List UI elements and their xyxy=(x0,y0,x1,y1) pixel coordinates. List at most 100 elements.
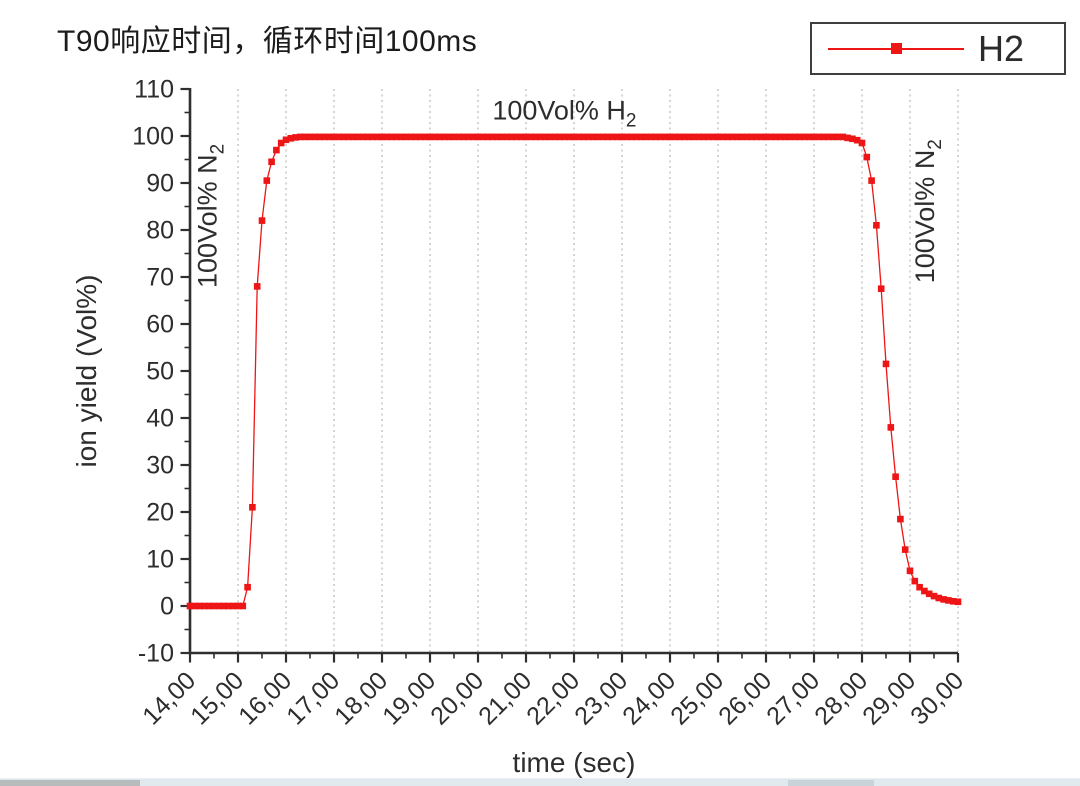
series-marker xyxy=(513,133,520,141)
series-marker xyxy=(580,133,587,141)
series-marker xyxy=(489,133,496,141)
y-tick-label: 0 xyxy=(160,593,174,621)
y-tick-label: 80 xyxy=(146,217,174,245)
x-tick-label: 26,00 xyxy=(713,666,777,730)
series-marker xyxy=(479,133,487,141)
legend-line-sample xyxy=(828,24,964,73)
series-marker xyxy=(873,222,880,229)
series-marker xyxy=(551,133,559,141)
series-marker xyxy=(647,133,655,141)
series-marker xyxy=(724,133,731,141)
series-marker xyxy=(263,177,271,184)
series-marker xyxy=(671,133,679,141)
series-marker xyxy=(594,133,602,141)
series-marker xyxy=(935,594,943,602)
series-marker xyxy=(839,133,847,141)
series-marker xyxy=(676,133,683,141)
series-marker xyxy=(858,139,866,147)
series-marker xyxy=(373,133,381,141)
series-marker xyxy=(777,133,784,141)
series-marker xyxy=(700,133,707,141)
series-marker xyxy=(796,133,803,141)
series-marker xyxy=(877,285,885,292)
series-marker xyxy=(585,133,592,141)
x-tick-label: 25,00 xyxy=(665,666,729,730)
series-marker xyxy=(210,602,218,610)
series-marker xyxy=(532,133,539,141)
series-marker xyxy=(527,133,535,141)
series-marker xyxy=(484,133,491,141)
series-marker xyxy=(829,133,837,141)
series-marker xyxy=(311,133,319,141)
series-marker xyxy=(234,602,242,610)
series-marker xyxy=(297,133,304,141)
series-marker xyxy=(743,133,751,141)
series-marker xyxy=(330,133,338,141)
series-marker xyxy=(786,133,794,141)
series-marker xyxy=(431,133,439,141)
series-marker xyxy=(738,133,746,141)
series-marker xyxy=(335,133,343,141)
series-marker xyxy=(781,133,789,141)
series-marker xyxy=(661,133,669,141)
series-marker xyxy=(825,133,832,141)
series-marker xyxy=(916,583,923,591)
x-tick-label: 15,00 xyxy=(185,666,249,730)
legend: H2 xyxy=(810,22,1066,75)
series-marker xyxy=(340,133,347,141)
series-marker xyxy=(287,135,295,142)
scrollbar-thumb[interactable] xyxy=(788,780,874,786)
series-marker xyxy=(537,133,544,141)
series-marker xyxy=(690,133,698,141)
series-marker xyxy=(681,133,688,141)
y-axis-title: ion yield (Vol%) xyxy=(71,275,102,468)
y-tick-label: 10 xyxy=(146,546,174,574)
series-marker xyxy=(196,602,203,610)
series-marker xyxy=(292,134,299,141)
horizontal-scrollbar[interactable] xyxy=(0,778,1080,786)
series-marker xyxy=(709,133,717,141)
y-tick-label: 50 xyxy=(146,358,174,386)
series-marker xyxy=(719,133,727,141)
series-marker xyxy=(604,133,611,141)
series-marker xyxy=(844,134,851,142)
series-marker xyxy=(465,133,472,141)
series-marker xyxy=(911,577,919,585)
series-marker xyxy=(657,133,664,141)
series-marker xyxy=(460,133,467,141)
annotation-label: 100Vol% N2 xyxy=(910,139,946,283)
series-marker xyxy=(748,133,755,141)
series-marker xyxy=(767,133,775,141)
series-marker xyxy=(249,504,256,511)
series-marker xyxy=(421,133,429,141)
series-marker xyxy=(268,158,275,166)
y-tick-label: 70 xyxy=(146,264,174,292)
x-tick-label: 24,00 xyxy=(617,666,681,730)
series-marker xyxy=(954,598,962,606)
series-marker xyxy=(517,133,525,141)
series-marker xyxy=(378,133,386,141)
x-tick-label: 30,00 xyxy=(905,666,969,730)
series-marker xyxy=(613,133,621,141)
series-marker xyxy=(417,133,424,141)
series-marker xyxy=(215,602,223,610)
series-marker xyxy=(772,133,779,141)
series-marker xyxy=(589,133,597,141)
series-marker xyxy=(753,133,760,141)
series-marker xyxy=(853,136,861,144)
x-tick-label: 21,00 xyxy=(473,666,537,730)
series-marker xyxy=(369,133,376,141)
legend-series-marker-icon xyxy=(890,43,902,54)
series-marker xyxy=(762,133,770,141)
series-marker xyxy=(901,546,909,553)
series-marker xyxy=(618,133,626,141)
series-marker xyxy=(407,133,415,141)
series-marker xyxy=(925,590,933,598)
series-marker xyxy=(820,133,827,141)
series-marker xyxy=(273,146,280,154)
series-marker xyxy=(191,602,199,610)
series-marker xyxy=(522,133,530,141)
series-marker xyxy=(201,602,208,610)
series-marker xyxy=(556,133,563,141)
series-marker xyxy=(892,473,899,480)
